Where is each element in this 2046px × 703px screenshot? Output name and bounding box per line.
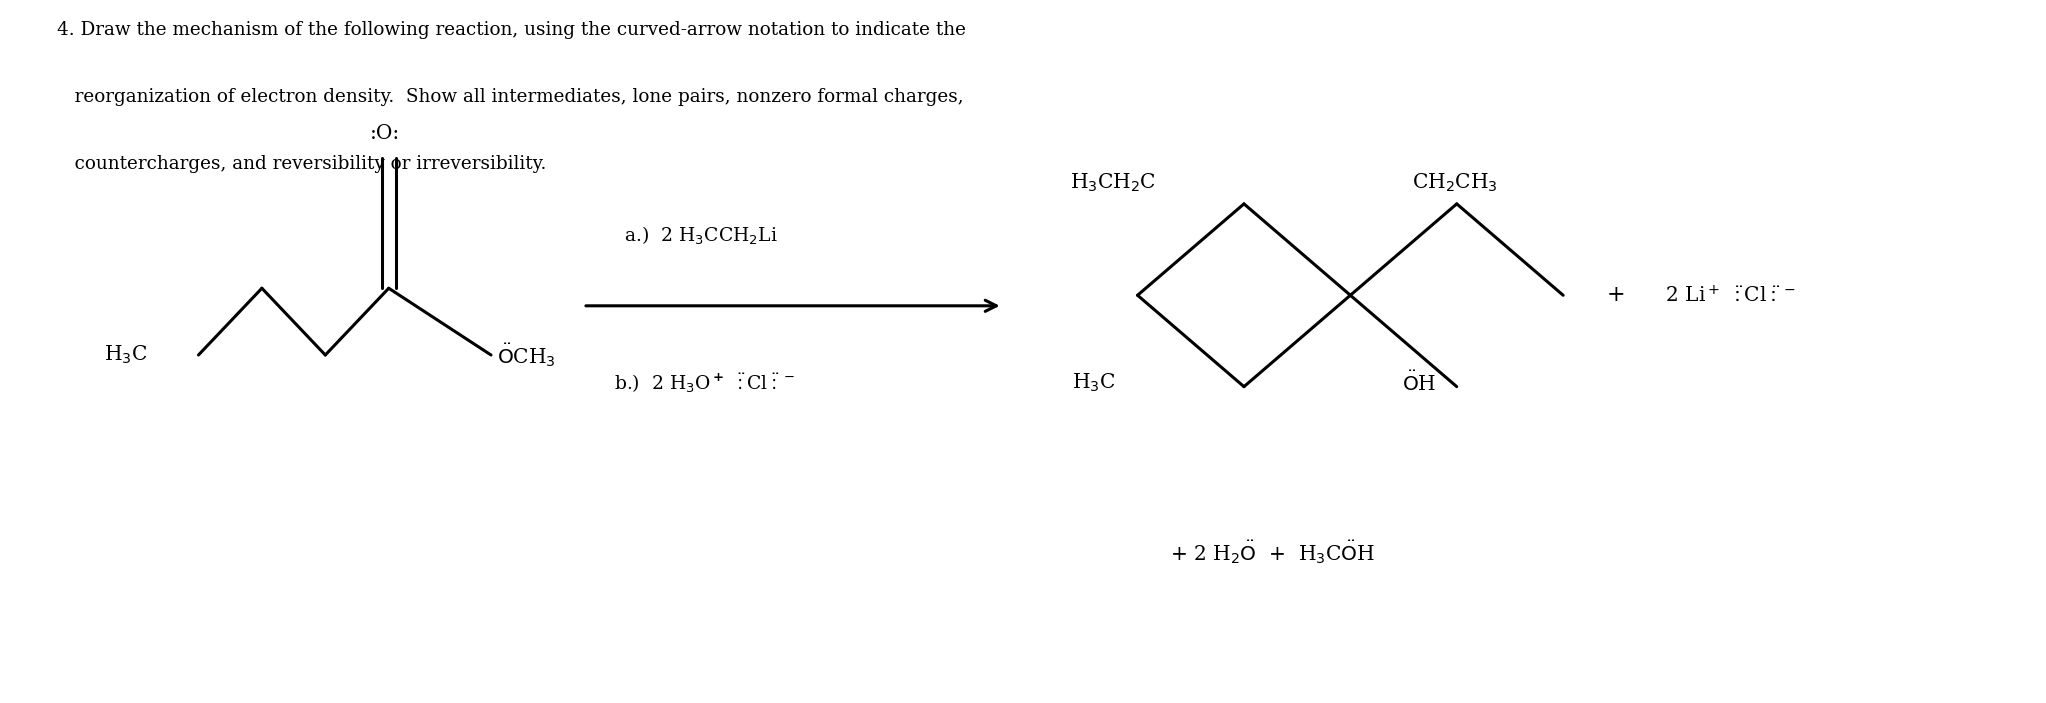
Text: $\ddot{\rm O}$H: $\ddot{\rm O}$H — [1402, 371, 1436, 395]
Text: H$_3$C: H$_3$C — [1072, 372, 1115, 394]
Text: H$_3$CH$_2$C: H$_3$CH$_2$C — [1070, 172, 1156, 194]
Text: +: + — [1606, 284, 1627, 307]
Text: reorganization of electron density.  Show all intermediates, lone pairs, nonzero: reorganization of electron density. Show… — [57, 88, 964, 106]
Text: :O:: :O: — [370, 124, 399, 143]
Text: countercharges, and reversibility or irreversibility.: countercharges, and reversibility or irr… — [57, 155, 546, 173]
Text: $\ddot{\rm O}$CH$_3$: $\ddot{\rm O}$CH$_3$ — [497, 342, 557, 368]
Text: 2 Li$^+$ $\ddot{\rm :}$Cl$\ddot{\rm :}^-$: 2 Li$^+$ $\ddot{\rm :}$Cl$\ddot{\rm :}^-… — [1653, 285, 1796, 306]
Text: H$_3$C: H$_3$C — [104, 344, 147, 366]
Text: + 2 H$_2$$\ddot{\rm O}$  +  H$_3$C$\ddot{\rm O}$H: + 2 H$_2$$\ddot{\rm O}$ + H$_3$C$\ddot{\… — [1170, 538, 1375, 565]
Text: CH$_2$CH$_3$: CH$_2$CH$_3$ — [1412, 172, 1498, 194]
Text: 4. Draw the mechanism of the following reaction, using the curved-arrow notation: 4. Draw the mechanism of the following r… — [57, 21, 966, 39]
Text: a.)  2 H$_3$CCH$_2$Li: a.) 2 H$_3$CCH$_2$Li — [624, 224, 777, 247]
Text: b.)  2 H$_3$O$^{\bf +}$ $\ddot{\rm :}$Cl$\ddot{\rm :}^-$: b.) 2 H$_3$O$^{\bf +}$ $\ddot{\rm :}$Cl$… — [614, 371, 794, 395]
